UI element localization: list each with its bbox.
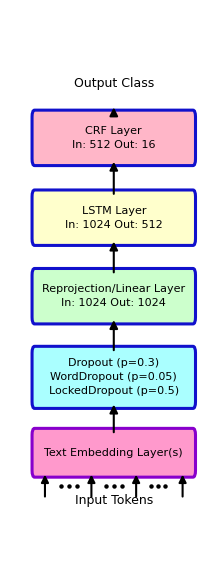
FancyBboxPatch shape	[32, 268, 196, 324]
Text: CRF Layer
In: 512 Out: 16: CRF Layer In: 512 Out: 16	[72, 126, 156, 150]
Text: Input Tokens: Input Tokens	[75, 494, 153, 507]
FancyBboxPatch shape	[32, 110, 196, 165]
Text: LSTM Layer
In: 1024 Out: 512: LSTM Layer In: 1024 Out: 512	[65, 206, 163, 230]
Text: Dropout (p=0.3)
WordDropout (p=0.05)
LockedDropout (p=0.5): Dropout (p=0.3) WordDropout (p=0.05) Loc…	[49, 358, 179, 396]
Text: Reprojection/Linear Layer
In: 1024 Out: 1024: Reprojection/Linear Layer In: 1024 Out: …	[42, 284, 185, 308]
Text: Output Class: Output Class	[74, 77, 154, 90]
FancyBboxPatch shape	[32, 346, 196, 408]
FancyBboxPatch shape	[32, 429, 196, 477]
Text: Text Embedding Layer(s): Text Embedding Layer(s)	[44, 448, 183, 458]
FancyBboxPatch shape	[32, 190, 196, 245]
